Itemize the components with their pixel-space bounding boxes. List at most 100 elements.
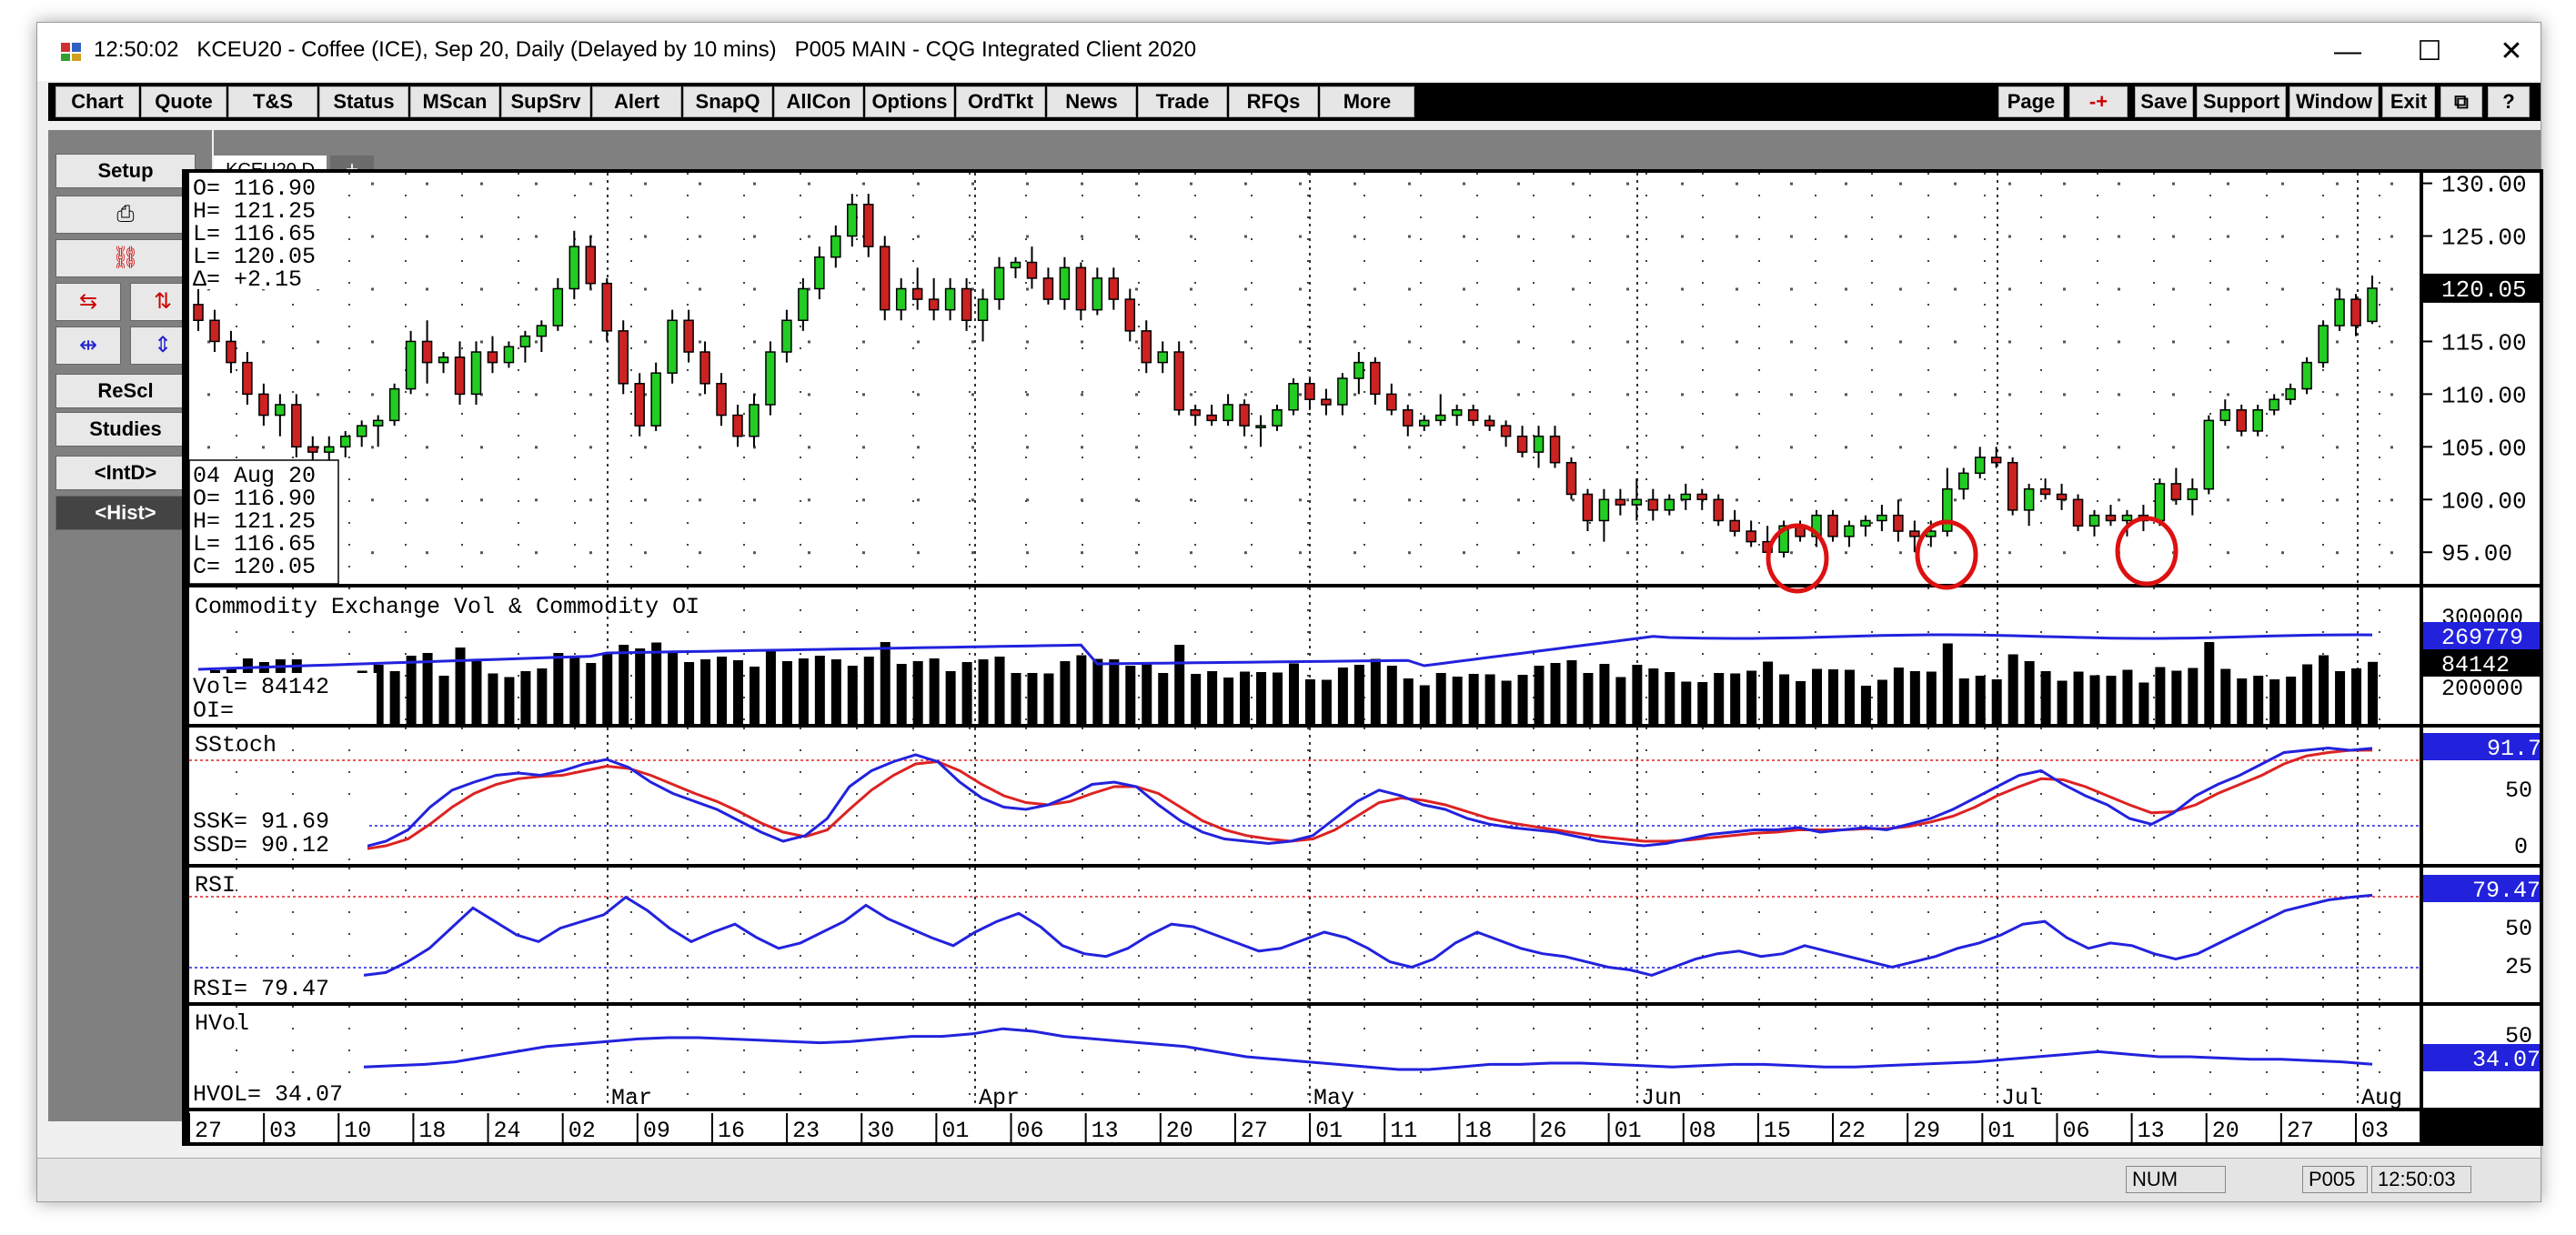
grid-dot	[1135, 182, 1138, 186]
candle-body	[716, 383, 727, 417]
grid-dot	[207, 446, 210, 449]
grid-dot	[862, 498, 865, 502]
grid-dot	[589, 498, 592, 502]
grid-dot	[426, 393, 428, 397]
grid-dot	[1572, 287, 1575, 291]
scroll-left-icon[interactable]: ⇆	[55, 283, 121, 321]
grid-dot	[1899, 287, 1902, 291]
volume-bar	[1566, 660, 1577, 724]
grid-dot	[971, 340, 974, 344]
options-button[interactable]: Options	[865, 86, 954, 117]
rescale-button[interactable]: ReScl	[55, 374, 196, 408]
maximize-button[interactable]: ☐	[2417, 36, 2442, 66]
grid-dot	[1081, 182, 1083, 186]
grid-dot	[1463, 393, 1465, 397]
grid-dot	[1572, 498, 1575, 502]
grid-dot	[808, 287, 810, 291]
minimize-button[interactable]: —	[2334, 36, 2361, 66]
rfqs-button[interactable]: RFQs	[1229, 86, 1318, 117]
candle-body	[1467, 409, 1479, 422]
support-button[interactable]: Support	[2197, 86, 2286, 117]
candle-body	[1255, 425, 1266, 428]
trade-button[interactable]: Trade	[1138, 86, 1227, 117]
grid-dot	[1681, 446, 1684, 449]
supsrv-button[interactable]: SupSrv	[501, 86, 590, 117]
highlight-circle	[1915, 519, 1978, 590]
candle	[781, 309, 792, 363]
historical-button[interactable]: <Hist>	[55, 496, 196, 530]
snapq-button[interactable]: SnapQ	[683, 86, 772, 117]
last-price-box	[2423, 273, 2540, 303]
grid-dot	[589, 393, 592, 397]
grid-dot	[1681, 551, 1684, 555]
grid-dot	[862, 182, 865, 186]
volume-bar	[863, 657, 874, 724]
chart-button[interactable]: Chart	[55, 86, 139, 117]
grid-dot	[1954, 182, 1957, 186]
grid-dot	[1353, 446, 1356, 449]
volume-bar	[1321, 679, 1332, 724]
grid-dot	[971, 498, 974, 502]
save-button[interactable]: Save	[2135, 86, 2193, 117]
grid-dot	[1954, 340, 1957, 344]
print-icon[interactable]: ⎙	[55, 196, 196, 234]
grid-dot	[2008, 393, 2011, 397]
window-button[interactable]: Window	[2289, 86, 2379, 117]
exit-button[interactable]: Exit	[2382, 86, 2435, 117]
setup-button[interactable]: Setup	[55, 154, 196, 188]
link-icon[interactable]: ⛓	[55, 239, 196, 277]
status-button[interactable]: Status	[319, 86, 408, 117]
volume-bar	[1076, 655, 1087, 724]
plus-minus-button[interactable]: -+	[2069, 86, 2128, 117]
ts-button[interactable]: T&S	[228, 86, 317, 117]
candle-body	[1729, 519, 1740, 532]
more-button[interactable]: More	[1320, 86, 1414, 117]
candle	[1321, 388, 1332, 416]
rsi-last-label: 79.47	[2472, 878, 2541, 904]
candle-body	[1844, 525, 1855, 537]
mscan-button[interactable]: MScan	[410, 86, 499, 117]
ordtkt-button[interactable]: OrdTkt	[956, 86, 1045, 117]
grid-dot	[1681, 393, 1684, 397]
volume-bar	[2269, 679, 2280, 724]
grid-dot	[1736, 551, 1738, 555]
grid-dot	[1244, 498, 1247, 502]
restore-icon[interactable]: ⧉	[2440, 86, 2482, 117]
alert-button[interactable]: Alert	[592, 86, 681, 117]
intraday-button[interactable]: <IntD>	[55, 456, 196, 490]
news-button[interactable]: News	[1047, 86, 1136, 117]
grid-dot	[1026, 235, 1029, 238]
page-button[interactable]: Page	[1998, 86, 2064, 117]
candle-body	[2301, 361, 2312, 390]
grid-dot	[1081, 498, 1083, 502]
grid-dot	[589, 551, 592, 555]
close-button[interactable]: ✕	[2500, 36, 2523, 66]
allcon-button[interactable]: AllCon	[774, 86, 863, 117]
help-button[interactable]: ?	[2488, 86, 2530, 117]
candle	[634, 373, 645, 437]
studies-button[interactable]: Studies	[55, 412, 196, 447]
compress-x-icon[interactable]: ⇹	[55, 326, 121, 365]
grid-dot	[644, 446, 647, 449]
candle	[209, 309, 220, 353]
candle	[2367, 276, 2378, 325]
quote-button[interactable]: Quote	[141, 86, 226, 117]
grid-dot	[644, 340, 647, 344]
candle-body	[2056, 493, 2068, 501]
rsi-tick-50: 50	[2505, 916, 2532, 942]
grid-dot	[535, 287, 538, 291]
grid-dot	[1681, 287, 1684, 291]
sstoch-last-label: 91.7	[2487, 736, 2541, 762]
candle-body	[1190, 409, 1201, 417]
price-tick-label: 105.00	[2441, 435, 2527, 462]
grid-dot	[1736, 235, 1738, 238]
ohlc-l2: L= 120.05	[193, 244, 316, 270]
grid-dot	[1899, 551, 1902, 555]
candle	[1974, 447, 1986, 479]
grid-dot	[644, 551, 647, 555]
candle	[1239, 399, 1250, 437]
candle-body	[2285, 387, 2296, 400]
ssk-line	[363, 746, 2373, 848]
grid-dot	[1081, 235, 1083, 238]
grid-dot	[1572, 235, 1575, 238]
